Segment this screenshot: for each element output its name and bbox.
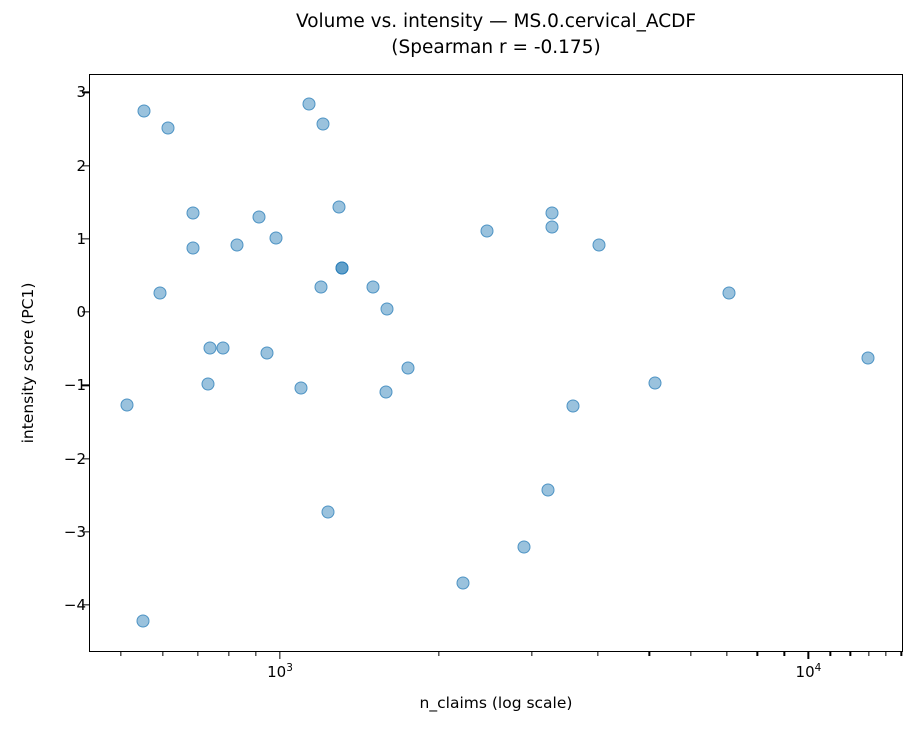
scatter-point (722, 286, 736, 300)
scatter-point (260, 346, 274, 360)
x-minor-tick (255, 652, 257, 656)
y-tick (82, 311, 89, 313)
scatter-point (480, 224, 494, 238)
x-minor-tick (884, 652, 887, 656)
x-major-tick (279, 652, 281, 659)
scatter-point (203, 341, 217, 355)
x-minor-tick (162, 652, 164, 656)
x-minor-tick (197, 652, 199, 656)
x-minor-tick (783, 652, 785, 656)
y-tick (82, 91, 89, 93)
scatter-point (314, 280, 328, 294)
y-tick-label: 0 (76, 303, 86, 322)
scatter-point (592, 238, 606, 252)
x-tick-label: 104 (795, 662, 822, 681)
x-major-tick (807, 652, 810, 659)
y-tick-label: 3 (76, 83, 86, 102)
scatter-point (120, 398, 134, 412)
scatter-point (379, 385, 393, 399)
scatter-point (332, 200, 346, 214)
y-tick (82, 604, 89, 606)
y-tick (82, 384, 89, 386)
scatter-point (216, 341, 230, 355)
scatter-point (201, 377, 215, 391)
scatter-point (316, 117, 330, 131)
y-tick-label: 1 (76, 229, 86, 248)
chart-title: Volume vs. intensity — MS.0.cervical_ACD… (295, 11, 697, 32)
x-minor-tick (438, 652, 440, 656)
scatter-point (137, 104, 151, 118)
scatter-point (545, 206, 559, 220)
x-minor-tick (531, 652, 533, 656)
x-minor-tick (725, 652, 728, 656)
scatter-point (161, 121, 175, 135)
scatter-point (302, 97, 316, 111)
scatter-point (294, 381, 308, 395)
x-minor-tick (900, 652, 903, 656)
y-tick-label: −3 (63, 522, 86, 541)
y-tick (82, 164, 89, 167)
scatter-point (517, 540, 531, 554)
scatter-point (648, 376, 662, 390)
y-axis-label: intensity score (PC1) (19, 282, 37, 444)
x-axis-label: n_claims (log scale) (419, 694, 573, 712)
y-tick (82, 531, 89, 533)
scatter-point (566, 399, 580, 413)
chart-title-block: Volume vs. intensity — MS.0.cervical_ACD… (89, 9, 903, 62)
scatter-point (541, 483, 555, 497)
y-tick (82, 238, 89, 240)
x-minor-tick (228, 652, 230, 656)
y-tick-label: 2 (76, 156, 86, 175)
x-minor-tick (120, 652, 122, 656)
y-tick-label: −1 (63, 376, 86, 395)
x-tick-label: 103 (267, 662, 293, 681)
scatter-point (269, 231, 283, 245)
scatter-point (545, 220, 559, 234)
scatter-point (380, 302, 394, 316)
y-tick-label: −4 (63, 596, 86, 615)
scatter-point (366, 280, 380, 294)
scatter-point (230, 238, 244, 252)
x-minor-tick (648, 652, 651, 656)
y-tick (82, 457, 89, 460)
x-minor-tick (829, 652, 831, 656)
x-minor-tick (867, 652, 870, 656)
x-minor-tick (597, 652, 599, 656)
scatter-point (456, 576, 470, 590)
scatter-point (136, 614, 150, 628)
scatter-point (321, 505, 335, 519)
chart-subtitle: (Spearman r = -0.175) (391, 37, 601, 59)
scatter-point (252, 210, 266, 224)
scatter-point (186, 241, 200, 255)
x-minor-tick (849, 652, 851, 656)
scatter-point (401, 361, 415, 375)
scatter-point (335, 261, 349, 275)
scatter-point (861, 351, 874, 365)
x-minor-tick (756, 652, 758, 656)
y-tick-label: −2 (63, 449, 86, 468)
plot-area (89, 74, 903, 652)
x-minor-tick (690, 652, 692, 656)
scatter-point (186, 206, 200, 220)
scatter-point (153, 286, 167, 300)
